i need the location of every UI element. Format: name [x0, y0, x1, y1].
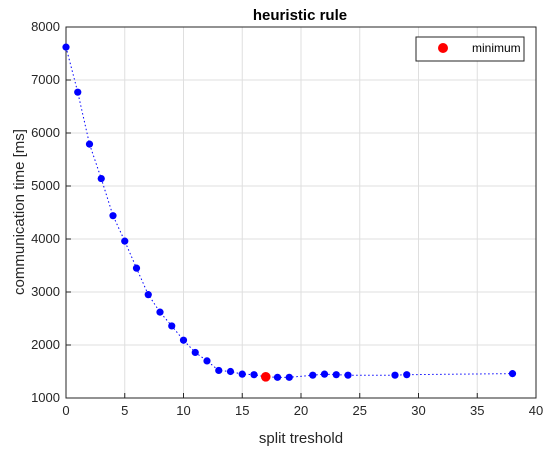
y-axis-label: communication time [ms] [11, 129, 28, 295]
x-tick-label: 30 [411, 403, 425, 418]
data-point [85, 140, 94, 148]
y-tick-label: 2000 [31, 337, 60, 352]
data-point [215, 366, 223, 375]
data-point [74, 88, 82, 96]
legend-label-minimum: minimum [472, 41, 521, 55]
data-point [238, 370, 246, 378]
data-point [121, 237, 129, 245]
y-tick-label: 3000 [31, 284, 60, 299]
data-point [226, 367, 235, 376]
data-point [179, 336, 188, 344]
grid [65, 26, 537, 399]
x-tick-label: 40 [529, 403, 543, 418]
x-tick-label: 15 [235, 403, 249, 418]
y-tick-label: 6000 [31, 125, 60, 140]
data-point [156, 308, 164, 316]
legend: minimum [415, 36, 525, 62]
x-tick-label: 25 [353, 403, 367, 418]
data-point [332, 371, 340, 379]
y-tick-label: 1000 [31, 390, 60, 405]
y-tick-label: 4000 [31, 231, 60, 246]
series-line [65, 47, 513, 378]
data-point [391, 371, 399, 379]
legend-marker-minimum [438, 43, 448, 53]
data-point [62, 43, 70, 51]
y-tick-label: 7000 [31, 72, 60, 87]
series [62, 43, 517, 382]
data-point [309, 371, 317, 379]
x-tick-label: 10 [176, 403, 190, 418]
axis-ticks: 0 5 10 15 20 25 30 35 40 1000 2000 3000 4000 5000 6000… [31, 19, 543, 418]
data-point [285, 373, 293, 381]
data-point [508, 370, 517, 378]
data-point [320, 370, 329, 378]
x-axis-label: split treshold [259, 430, 343, 447]
x-tick-label: 35 [470, 403, 484, 418]
x-tick-label: 0 [62, 403, 69, 418]
legend-box [415, 36, 525, 62]
minimum-point [260, 372, 271, 382]
data-point [109, 212, 117, 220]
data-point [168, 322, 176, 330]
chart-title: heuristic rule [253, 7, 347, 24]
data-point [273, 373, 282, 381]
data-point [344, 371, 352, 379]
data-point [144, 291, 152, 299]
data-point [132, 264, 141, 272]
y-tick-label: 8000 [31, 19, 60, 34]
data-point [250, 371, 258, 379]
data-point [203, 357, 211, 365]
data-point [191, 348, 199, 357]
x-tick-label: 5 [121, 403, 128, 418]
x-tick-label: 20 [294, 403, 308, 418]
y-tick-label: 5000 [31, 178, 60, 193]
data-point [403, 371, 411, 379]
data-point [97, 174, 105, 183]
